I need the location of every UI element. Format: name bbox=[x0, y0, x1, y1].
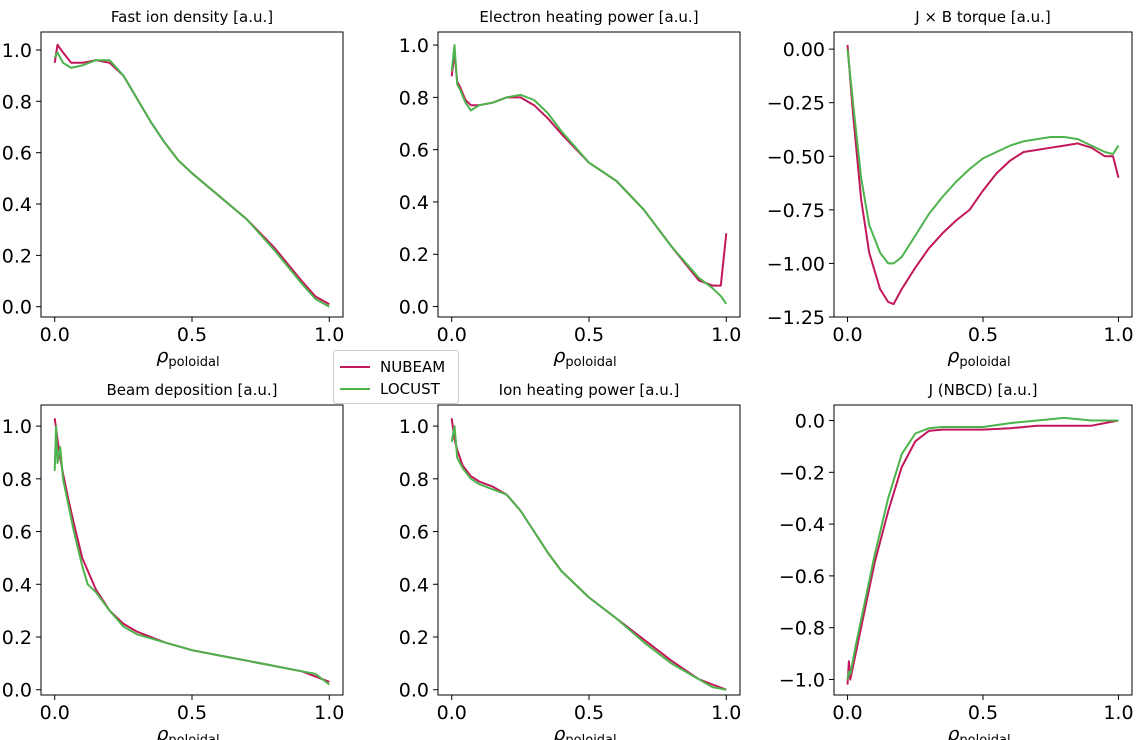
subplot-4: 0.0 0.5 1.0 0.0 0.2 0.4 0.6 0.8 1.0 Ion heating p… bbox=[399, 381, 742, 740]
series-line-locust bbox=[846, 48, 1120, 265]
y-tick-label: 0.6 bbox=[399, 522, 429, 544]
legend-label-nubeam: NUBEAM bbox=[380, 358, 446, 376]
axes-frame bbox=[437, 404, 741, 696]
x-axis-label: ρpoloidal bbox=[553, 345, 616, 370]
x-tick-label: 1.0 bbox=[1103, 702, 1133, 724]
x-tick-label: 1.0 bbox=[711, 702, 741, 724]
y-tick-label: −0.4 bbox=[779, 514, 825, 536]
y-tick-label: −1.25 bbox=[767, 307, 825, 329]
y-tick-label: 0.00 bbox=[783, 39, 825, 61]
x-axis-label: ρpoloidal bbox=[156, 345, 219, 370]
series-line-nubeam bbox=[53, 418, 330, 683]
y-tick-label: −1.0 bbox=[779, 669, 825, 691]
y-tick-label: 1.0 bbox=[2, 416, 32, 438]
x-axis-label: ρpoloidal bbox=[947, 345, 1010, 370]
legend: NUBEAM LOCUST bbox=[333, 350, 459, 404]
axes-frame bbox=[40, 404, 344, 696]
y-tick-label: 0.2 bbox=[2, 245, 32, 267]
x-tick-label: 0.0 bbox=[437, 324, 467, 346]
y-tick-label: −0.50 bbox=[767, 146, 825, 168]
y-tick-label: −0.6 bbox=[779, 566, 825, 588]
axes-frame bbox=[833, 31, 1133, 318]
y-tick-label: 0.8 bbox=[2, 469, 32, 491]
y-tick-label: 0.8 bbox=[399, 469, 429, 491]
y-tick-label: 0.4 bbox=[2, 574, 32, 596]
series-line-locust bbox=[846, 416, 1119, 680]
x-axis-label: ρpoloidal bbox=[553, 723, 616, 740]
y-tick-label: 1.0 bbox=[399, 35, 429, 57]
x-tick-label: 0.0 bbox=[40, 324, 70, 346]
series-line-nubeam bbox=[846, 419, 1119, 685]
subplot-3: 0.0 0.5 1.0 0.0 0.2 0.4 0.6 0.8 1.0 Beam depositi… bbox=[2, 381, 345, 740]
y-tick-label: −0.75 bbox=[767, 200, 825, 222]
y-tick-label: −0.8 bbox=[779, 618, 825, 640]
series-line-locust bbox=[450, 44, 728, 305]
legend-item-locust: LOCUST bbox=[340, 379, 440, 399]
series-line-locust bbox=[53, 425, 330, 686]
subplot-1: 0.0 0.5 1.0 0.0 0.2 0.4 0.6 0.8 1.0 Electron heat… bbox=[399, 8, 742, 370]
subplot-2: 0.0 0.5 1.0 0.00 −0.25 −0.50 −0.75 −1.00 −1.25 J … bbox=[767, 8, 1134, 370]
subplot-5: 0.0 0.5 1.0 0.0 −0.2 −0.4 −0.6 −0.8 −1.0 J (NBCD)… bbox=[779, 381, 1134, 740]
x-tick-label: 0.5 bbox=[574, 324, 604, 346]
y-tick-label: −0.2 bbox=[779, 462, 825, 484]
y-tick-label: 0.6 bbox=[2, 522, 32, 544]
subplot-title: Beam deposition [a.u.] bbox=[107, 381, 278, 399]
x-tick-label: 0.0 bbox=[832, 324, 862, 346]
y-tick-label: −0.25 bbox=[767, 93, 825, 115]
x-tick-label: 1.0 bbox=[314, 324, 344, 346]
subplot-0: 0.0 0.5 1.0 0.0 0.2 0.4 0.6 0.8 1.0 Fast ion dens… bbox=[2, 8, 345, 370]
x-tick-label: 1.0 bbox=[1103, 324, 1133, 346]
x-axis-label: ρpoloidal bbox=[947, 723, 1010, 740]
y-tick-label: 1.0 bbox=[399, 416, 429, 438]
y-tick-label: 0.8 bbox=[2, 91, 32, 113]
subplot-title: J × B torque [a.u.] bbox=[914, 8, 1051, 26]
y-tick-label: 0.0 bbox=[399, 680, 429, 702]
y-tick-label: 0.2 bbox=[399, 627, 429, 649]
legend-swatch-locust bbox=[340, 388, 370, 390]
series-line-nubeam bbox=[450, 418, 727, 691]
x-axis-label: ρpoloidal bbox=[156, 723, 219, 740]
y-tick-label: 0.4 bbox=[399, 574, 429, 596]
x-tick-label: 0.5 bbox=[968, 324, 998, 346]
legend-swatch-nubeam bbox=[340, 366, 370, 368]
legend-label-locust: LOCUST bbox=[380, 380, 440, 398]
y-tick-label: 0.0 bbox=[795, 411, 825, 433]
y-tick-label: 0.6 bbox=[399, 140, 429, 162]
y-tick-label: 0.0 bbox=[399, 297, 429, 319]
y-tick-label: 0.2 bbox=[399, 244, 429, 266]
subplot-title: Ion heating power [a.u.] bbox=[499, 381, 680, 399]
subplot-title: J (NBCD) [a.u.] bbox=[928, 381, 1038, 399]
y-tick-label: 0.8 bbox=[399, 87, 429, 109]
x-tick-label: 1.0 bbox=[314, 702, 344, 724]
y-tick-label: 0.4 bbox=[399, 192, 429, 214]
y-tick-label: 0.6 bbox=[2, 143, 32, 165]
series-line-nubeam bbox=[450, 51, 728, 287]
x-tick-label: 0.0 bbox=[40, 702, 70, 724]
series-line-locust bbox=[53, 51, 330, 308]
x-tick-label: 0.5 bbox=[177, 702, 207, 724]
subplot-title: Fast ion density [a.u.] bbox=[111, 8, 273, 26]
series-line-locust bbox=[450, 425, 727, 691]
y-tick-label: −1.00 bbox=[767, 253, 825, 275]
y-tick-label: 0.0 bbox=[2, 680, 32, 702]
y-tick-label: 0.4 bbox=[2, 194, 32, 216]
x-tick-label: 0.0 bbox=[437, 702, 467, 724]
subplot-title: Electron heating power [a.u.] bbox=[479, 8, 698, 26]
x-tick-label: 0.5 bbox=[968, 702, 998, 724]
x-tick-label: 0.5 bbox=[177, 324, 207, 346]
y-tick-label: 1.0 bbox=[2, 40, 32, 62]
series-line-nubeam bbox=[846, 44, 1120, 306]
x-tick-label: 0.0 bbox=[832, 702, 862, 724]
x-tick-label: 1.0 bbox=[711, 324, 741, 346]
legend-item-nubeam: NUBEAM bbox=[340, 357, 445, 377]
x-tick-label: 0.5 bbox=[574, 702, 604, 724]
y-tick-label: 0.2 bbox=[2, 627, 32, 649]
y-tick-label: 0.0 bbox=[2, 297, 32, 319]
